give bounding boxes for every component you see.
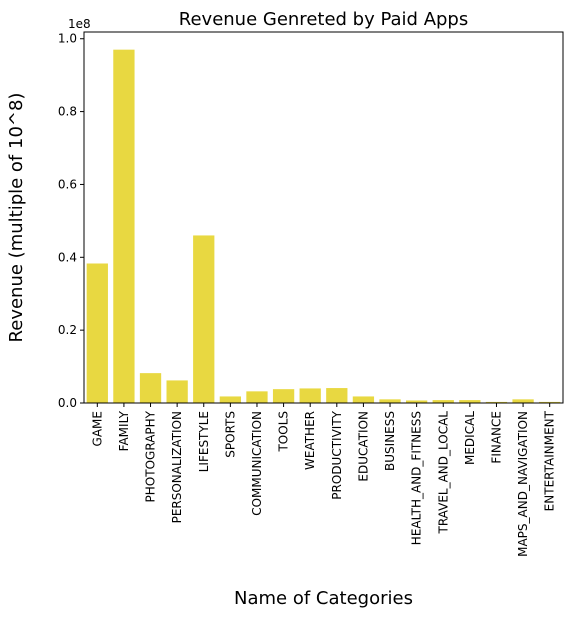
x-tick-label: PERSONALIZATION [170, 411, 184, 523]
x-tick-label: MAPS_AND_NAVIGATION [516, 411, 530, 557]
bar-sports [219, 396, 242, 403]
y-tick-label: 1.0 [58, 32, 77, 46]
y-tick-label: 0.8 [58, 105, 77, 119]
bar-tools [272, 389, 295, 403]
bar-education [352, 396, 375, 403]
y-tick-label: 0.0 [58, 396, 77, 410]
x-tick-label: MEDICAL [463, 411, 477, 465]
y-axis-ticks: 0.0 0.2 0.4 0.6 0.8 1.0 [58, 32, 84, 410]
bar-game [86, 263, 108, 403]
bar-productivity [326, 388, 348, 403]
x-tick-label: FINANCE [489, 411, 503, 464]
x-tick-label: TOOLS [277, 411, 291, 453]
x-tick-label: WEATHER [303, 411, 317, 470]
bar-family [113, 49, 135, 404]
x-axis-ticks: GAME FAMILY PHOTOGRAPHY PERSONALIZATION LIFE… [90, 403, 557, 557]
bar-photography [139, 373, 162, 403]
bar-lifestyle [193, 235, 215, 403]
x-tick-label: LIFESTYLE [197, 411, 211, 472]
y-tick-label: 0.6 [58, 177, 77, 191]
x-tick-label: SPORTS [223, 411, 237, 458]
bar-travel-and-local [432, 400, 454, 403]
bar-weather [299, 388, 321, 403]
bar-maps-and-navigation [512, 399, 534, 403]
y-axis-label: Revenue (multiple of 10^8) [6, 93, 27, 343]
bar-medical [459, 400, 481, 403]
x-tick-label: GAME [90, 411, 104, 446]
bar-health-and-fitness [405, 400, 428, 403]
bar-finance [485, 401, 508, 403]
x-tick-label: PRODUCTIVITY [330, 410, 344, 499]
y-axis-offset-label: 1e8 [68, 17, 91, 31]
x-tick-label: FAMILY [117, 410, 131, 451]
chart-title: Revenue Genreted by Paid Apps [179, 9, 468, 30]
bars-group [86, 49, 561, 404]
x-tick-label: PHOTOGRAPHY [144, 410, 158, 502]
plot-frame [83, 31, 564, 404]
y-tick-label: 0.4 [58, 250, 77, 264]
x-tick-label: EDUCATION [356, 411, 370, 482]
x-tick-label: ENTERTAINMENT [543, 410, 557, 511]
bar-personalization [166, 380, 188, 403]
x-tick-label: BUSINESS [383, 411, 397, 471]
bar-communication [246, 391, 268, 403]
x-tick-label: TRAVEL_AND_LOCAL [436, 411, 450, 535]
bar-business [379, 399, 401, 403]
bar-entertainment [539, 401, 561, 403]
y-tick-label: 0.2 [58, 323, 77, 337]
x-tick-label: COMMUNICATION [250, 411, 264, 516]
x-tick-label: HEALTH_AND_FITNESS [410, 411, 424, 545]
x-axis-label: Name of Categories [234, 588, 413, 609]
